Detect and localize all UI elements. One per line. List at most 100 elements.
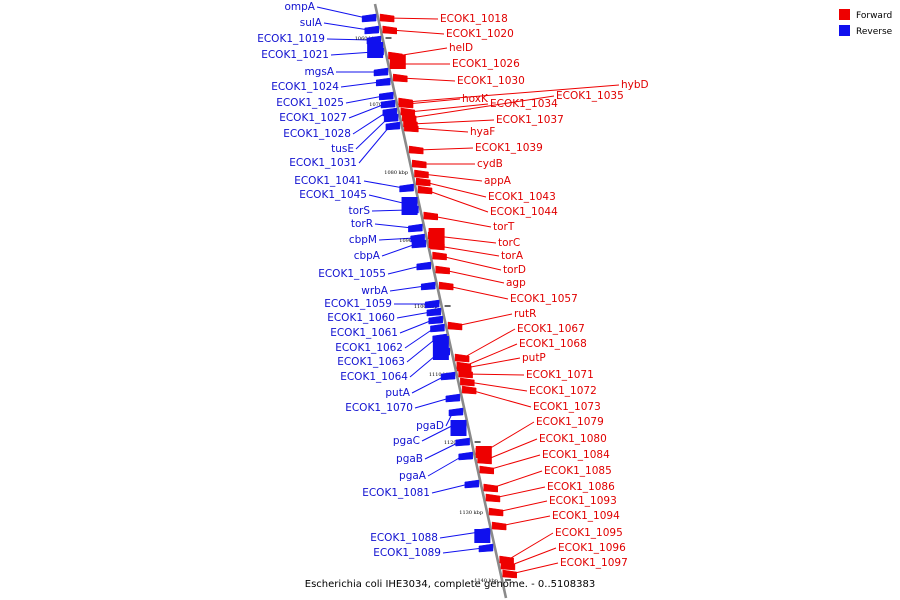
gene-feature-ecok1-1030[interactable] [393, 73, 408, 83]
gene-feature-ecok1-1024[interactable] [375, 77, 391, 87]
gene-label-ecok1-1024[interactable]: ECOK1_1024 [271, 81, 339, 93]
gene-feature-tuse[interactable] [383, 113, 399, 123]
gene-feature-ecok1-1027[interactable] [380, 99, 396, 109]
gene-label-ecok1-1068[interactable]: ECOK1_1068 [519, 338, 587, 350]
gene-label-ecok1-1021[interactable]: ECOK1_1021 [261, 49, 329, 61]
gene-label-ecok1-1061[interactable]: ECOK1_1061 [330, 327, 398, 339]
gene-label-ecok1-1018[interactable]: ECOK1_1018 [440, 13, 508, 25]
gene-label-ecok1-1085[interactable]: ECOK1_1085 [544, 465, 612, 477]
gene-feature-mgsa[interactable] [373, 67, 389, 77]
gene-label-agp[interactable]: agp [506, 277, 526, 289]
gene-cluster-0[interactable] [367, 42, 384, 58]
gene-feature-ecok1-1020[interactable] [382, 25, 397, 35]
gene-label-ecok1-1097[interactable]: ECOK1_1097 [560, 557, 628, 569]
gene-feature-ecok1-1043[interactable] [416, 177, 431, 187]
gene-feature-ecok1-1025[interactable] [379, 91, 394, 101]
gene-feature-ecok1-1094[interactable] [491, 521, 507, 531]
gene-feature-ecok1-1072[interactable] [460, 377, 475, 387]
gene-label-ecok1-1057[interactable]: ECOK1_1057 [510, 293, 578, 305]
gene-label-hybd[interactable]: hybD [621, 79, 649, 91]
gene-label-ecok1-1080[interactable]: ECOK1_1080 [539, 433, 607, 445]
gene-label-ecok1-1096[interactable]: ECOK1_1096 [558, 542, 626, 554]
gene-label-ecok1-1088[interactable]: ECOK1_1088 [370, 532, 438, 544]
gene-label-ecok1-1035[interactable]: ECOK1_1035 [556, 90, 624, 102]
gene-feature-puta[interactable] [440, 371, 456, 381]
gene-feature-cydb[interactable] [412, 159, 427, 169]
gene-label-ecok1-1070[interactable]: ECOK1_1070 [345, 402, 413, 414]
gene-label-cydb[interactable]: cydB [477, 158, 503, 170]
gene-feature-ecok1-1039[interactable] [408, 145, 424, 155]
gene-cluster-3[interactable] [428, 228, 445, 248]
gene-label-ecok1-1034[interactable]: ECOK1_1034 [490, 98, 558, 110]
gene-feature-pgab[interactable] [455, 437, 470, 447]
gene-feature-tord[interactable] [432, 251, 447, 261]
gene-label-pgaa[interactable]: pgaA [399, 470, 427, 482]
gene-feature-ecok1-1097[interactable] [502, 569, 517, 579]
gene-cluster-2[interactable] [401, 197, 418, 215]
gene-label-ecok1-1055[interactable]: ECOK1_1055 [318, 268, 386, 280]
gene-feature-agp[interactable] [435, 265, 450, 275]
gene-feature-tort[interactable] [423, 211, 439, 221]
gene-feature-ecok1-1073[interactable] [461, 385, 477, 395]
gene-label-ecok1-1030[interactable]: ECOK1_1030 [457, 75, 525, 87]
gene-label-ecok1-1062[interactable]: ECOK1_1062 [335, 342, 403, 354]
gene-feature-ecok1-1061[interactable] [428, 315, 443, 325]
gene-feature-appa[interactable] [414, 169, 429, 179]
gene-feature-ecok1-1071[interactable] [458, 369, 473, 379]
gene-label-tort[interactable]: torT [493, 221, 515, 233]
gene-label-ompa[interactable]: ompA [284, 1, 315, 13]
gene-feature-ecok1-1086[interactable] [485, 493, 501, 503]
gene-label-ecok1-1044[interactable]: ECOK1_1044 [490, 206, 558, 218]
gene-feature-ecok1-1084[interactable] [479, 465, 495, 475]
gene-feature-ecok1-1018[interactable] [379, 13, 395, 23]
gene-label-ecok1-1084[interactable]: ECOK1_1084 [542, 449, 610, 461]
gene-label-tord[interactable]: torD [503, 264, 526, 276]
gene-feature-wrba[interactable] [420, 281, 436, 291]
gene-feature-hoxk[interactable] [398, 99, 414, 109]
gene-label-ecok1-1039[interactable]: ECOK1_1039 [475, 142, 543, 154]
gene-label-ecok1-1045[interactable]: ECOK1_1045 [299, 189, 367, 201]
gene-label-wrba[interactable]: wrbA [361, 285, 389, 297]
gene-label-pgab[interactable]: pgaB [396, 453, 423, 465]
gene-feature-ecok1-1057[interactable] [438, 281, 454, 291]
gene-label-ecok1-1025[interactable]: ECOK1_1025 [276, 97, 344, 109]
gene-label-ecok1-1020[interactable]: ECOK1_1020 [446, 28, 514, 40]
gene-label-puta[interactable]: putA [385, 387, 410, 399]
gene-cluster-7[interactable] [474, 529, 491, 543]
gene-label-ecok1-1060[interactable]: ECOK1_1060 [327, 312, 395, 324]
gene-feature-ecok1-1028[interactable] [382, 107, 398, 117]
gene-feature-ecok1-1031[interactable] [385, 121, 401, 131]
gene-label-ecok1-1093[interactable]: ECOK1_1093 [549, 495, 617, 507]
gene-label-appa[interactable]: appA [484, 175, 512, 187]
gene-label-tora[interactable]: torA [501, 250, 524, 262]
gene-label-ecok1-1027[interactable]: ECOK1_1027 [279, 112, 347, 124]
gene-cluster-4[interactable] [432, 336, 449, 360]
gene-label-ecok1-1095[interactable]: ECOK1_1095 [555, 527, 623, 539]
gene-label-tors[interactable]: torS [348, 205, 370, 217]
gene-feature-ecok1-1093[interactable] [488, 507, 504, 517]
gene-label-ecok1-1063[interactable]: ECOK1_1063 [337, 356, 405, 368]
gene-feature-ecok1-1067[interactable] [454, 353, 470, 363]
gene-label-hyaf[interactable]: hyaF [470, 126, 495, 138]
gene-label-ecok1-1094[interactable]: ECOK1_1094 [552, 510, 620, 522]
gene-feature-cbpm[interactable] [410, 233, 425, 243]
gene-label-ecok1-1019[interactable]: ECOK1_1019 [257, 33, 325, 45]
gene-label-mgsa[interactable]: mgsA [304, 66, 334, 78]
gene-feature-ecok1-1096[interactable] [500, 561, 516, 571]
gene-label-ecok1-1064[interactable]: ECOK1_1064 [340, 371, 408, 383]
gene-cluster-1[interactable] [389, 55, 406, 69]
gene-feature-ecok1-1070[interactable] [445, 393, 461, 403]
gene-label-cbpm[interactable]: cbpM [349, 234, 377, 246]
gene-feature-ecok1-1062[interactable] [430, 323, 445, 333]
gene-label-ecok1-1059[interactable]: ECOK1_1059 [324, 298, 392, 310]
gene-feature-ecok1-1085[interactable] [483, 483, 498, 493]
gene-label-torr[interactable]: torR [351, 218, 373, 230]
gene-label-hoxk[interactable]: hoxK [462, 93, 489, 105]
gene-label-ecok1-1067[interactable]: ECOK1_1067 [517, 323, 585, 335]
gene-label-ecok1-1026[interactable]: ECOK1_1026 [452, 58, 520, 70]
gene-label-ecok1-1071[interactable]: ECOK1_1071 [526, 369, 594, 381]
gene-feature-pgaa[interactable] [458, 451, 473, 461]
gene-label-ecok1-1079[interactable]: ECOK1_1079 [536, 416, 604, 428]
gene-label-pgac[interactable]: pgaC [393, 435, 420, 447]
gene-feature-rutr[interactable] [447, 321, 463, 331]
